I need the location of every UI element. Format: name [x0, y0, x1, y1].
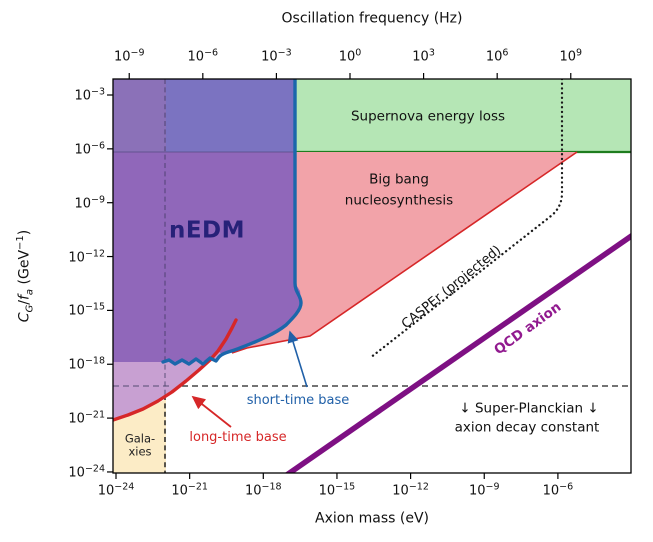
supernova-label: Supernova energy loss	[350, 108, 506, 125]
casper-projected-dotted-line	[368, 79, 564, 360]
tick-label: 10−3	[74, 86, 105, 104]
tick-label: 10−15	[68, 301, 105, 320]
tick-label: 103	[412, 47, 435, 65]
tick-label: 10−21	[68, 409, 105, 427]
tick-label: 10−6	[187, 47, 219, 65]
long-time-arrow	[191, 395, 232, 428]
plot-frame	[112, 78, 632, 474]
tick-label: 10−6	[542, 481, 574, 499]
tick-label: 10−12	[68, 247, 105, 266]
short-time-arrow	[287, 330, 308, 388]
nedm-label: nEDM	[168, 217, 246, 244]
bbn-lower-boundary	[231, 151, 578, 354]
tick-label: 100	[338, 47, 362, 65]
short-time-base-label: short-time base	[246, 392, 350, 408]
tick-label: 10−9	[74, 194, 105, 212]
super-planckian-label-line1: ↓ Super-Planckian ↓	[459, 400, 599, 417]
tick-label: 10−24	[97, 481, 135, 499]
supernova-region	[293, 79, 631, 152]
tick-label: 10−18	[244, 481, 282, 499]
galaxies-label-line2: xies	[128, 444, 152, 459]
nedm-top-left-tint	[113, 79, 166, 152]
tick-label: 106	[485, 47, 509, 65]
bbn-label-line1: Big bang	[369, 171, 429, 188]
tick-label: 10−9	[468, 481, 500, 499]
tick-label: 10−3	[261, 47, 292, 65]
tick-label: 10−24	[68, 463, 105, 481]
tick-label: 10−6	[74, 140, 105, 158]
galaxies-label-line1: Gala-	[124, 431, 156, 446]
top-axis-title: Oscillation frequency (Hz)	[281, 10, 463, 27]
galaxies-region	[113, 399, 166, 473]
tick-label: 10−12	[392, 481, 429, 499]
nedm-top-slate-tint	[166, 79, 295, 152]
tick-label: 10−18	[68, 355, 105, 373]
long-time-base-label: long-time base	[189, 429, 287, 445]
tick-label: 10−21	[171, 481, 208, 499]
short-time-base-curve	[161, 79, 303, 366]
left-axis-title: CG/fa (GeV−1)	[15, 229, 36, 323]
tick-label: 109	[559, 47, 583, 65]
bbn-label-line2: nucleosynthesis	[344, 192, 454, 209]
tick-label: 10−9	[113, 47, 145, 65]
qcd-axion-line	[284, 232, 631, 473]
axis-ticks	[107, 73, 572, 479]
super-planckian-label-line2: axion decay constant	[454, 419, 600, 436]
bottom-axis-title: Axion mass (eV)	[314, 510, 430, 527]
long-time-base-curve	[113, 318, 238, 422]
tick-label: 10−15	[318, 481, 356, 499]
